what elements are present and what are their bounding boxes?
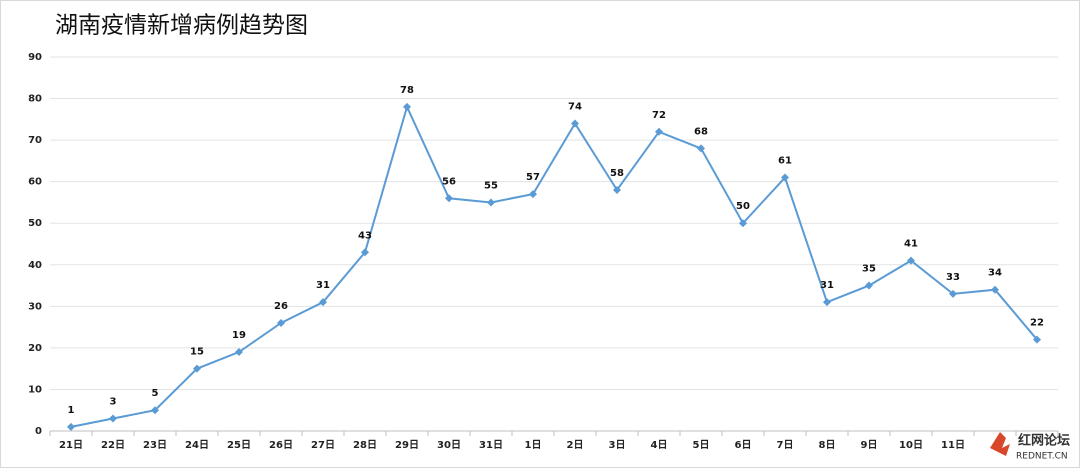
point-marker [949, 289, 957, 298]
point-marker [1033, 335, 1041, 344]
data-label: 26 [274, 301, 288, 312]
x-tick-label: 26日 [269, 439, 293, 451]
series-line [70, 104, 1038, 428]
point-marker [613, 185, 621, 194]
x-tick-label: 3日 [609, 439, 626, 451]
point-marker [151, 406, 159, 415]
point-marker [907, 256, 915, 265]
data-label: 61 [778, 156, 792, 167]
data-label: 5 [152, 388, 159, 399]
x-tick-label: 31日 [479, 439, 503, 451]
y-tick-label: 70 [28, 135, 42, 146]
point-marker [67, 422, 75, 431]
x-tick-label: 2日 [567, 439, 584, 451]
data-label: 50 [736, 201, 750, 212]
y-tick-label: 10 [28, 384, 42, 395]
x-tick-label: 1日 [525, 439, 542, 451]
data-label: 1 [68, 405, 75, 416]
data-label: 31 [820, 280, 834, 291]
point-marker [487, 198, 495, 207]
point-marker [697, 144, 705, 153]
data-label: 31 [316, 280, 330, 291]
point-marker [739, 219, 747, 228]
point-marker [361, 248, 369, 257]
point-marker [571, 119, 579, 128]
data-label: 74 [568, 101, 582, 112]
x-tick-label: 6日 [735, 439, 752, 451]
point-marker [193, 364, 201, 373]
y-tick-label: 50 [28, 218, 42, 229]
x-tick-label: 27日 [311, 439, 335, 451]
x-tick-label: 25日 [227, 439, 251, 451]
x-tick-label: 8日 [819, 439, 836, 451]
point-marker [235, 348, 243, 357]
data-label: 68 [694, 126, 708, 137]
chart-title: 湖南疫情新增病例趋势图 [55, 13, 308, 39]
x-tick-label: 22日 [101, 439, 125, 451]
data-label: 55 [484, 180, 498, 191]
y-tick-label: 60 [28, 177, 42, 188]
data-label: 41 [904, 239, 918, 250]
y-tick-label: 80 [28, 94, 42, 105]
data-label: 56 [442, 176, 456, 187]
data-label: 34 [988, 268, 1002, 279]
y-tick-label: 0 [35, 426, 42, 437]
point-marker [529, 190, 537, 199]
watermark-title: 红网论坛 [1018, 433, 1070, 449]
watermark: 红网论坛 REDNET.CN [990, 432, 1070, 462]
data-label: 19 [232, 330, 246, 341]
point-marker [319, 298, 327, 307]
y-tick-label: 30 [28, 301, 42, 312]
data-label: 72 [652, 110, 666, 121]
watermark-subtitle: REDNET.CN [1016, 452, 1068, 462]
point-marker [823, 298, 831, 307]
x-tick-label: 7日 [777, 439, 794, 451]
x-tick-label: 21日 [59, 439, 83, 451]
data-label: 43 [358, 230, 372, 241]
x-tick-label: 10日 [899, 439, 923, 451]
x-tick-label: 4日 [651, 439, 668, 451]
data-label: 33 [946, 272, 960, 283]
point-marker [445, 194, 453, 203]
x-tick-label: 5日 [693, 439, 710, 451]
data-label: 57 [526, 172, 540, 183]
x-tick-label: 23日 [143, 439, 167, 451]
data-label: 15 [190, 347, 204, 358]
y-tick-label: 20 [28, 343, 42, 354]
point-marker [403, 102, 411, 111]
point-marker [109, 414, 117, 423]
x-tick-label: 11日 [941, 439, 965, 451]
x-tick-label: 29日 [395, 439, 419, 451]
x-tick-label: 28日 [353, 439, 377, 451]
point-marker [655, 127, 663, 136]
data-label: 3 [110, 397, 117, 408]
x-tick-label: 24日 [185, 439, 209, 451]
data-label: 35 [862, 264, 876, 275]
watermark-logo [990, 432, 1010, 456]
point-marker [781, 173, 789, 182]
x-tick-label: 9日 [861, 439, 878, 451]
y-tick-label: 90 [28, 52, 42, 63]
x-tick-label: 30日 [437, 439, 461, 451]
y-tick-label: 40 [28, 260, 42, 271]
point-marker [865, 281, 873, 290]
data-label: 58 [610, 168, 624, 179]
point-marker [991, 285, 999, 294]
data-label: 22 [1030, 318, 1044, 329]
point-marker [277, 318, 285, 327]
data-label: 78 [400, 85, 414, 96]
